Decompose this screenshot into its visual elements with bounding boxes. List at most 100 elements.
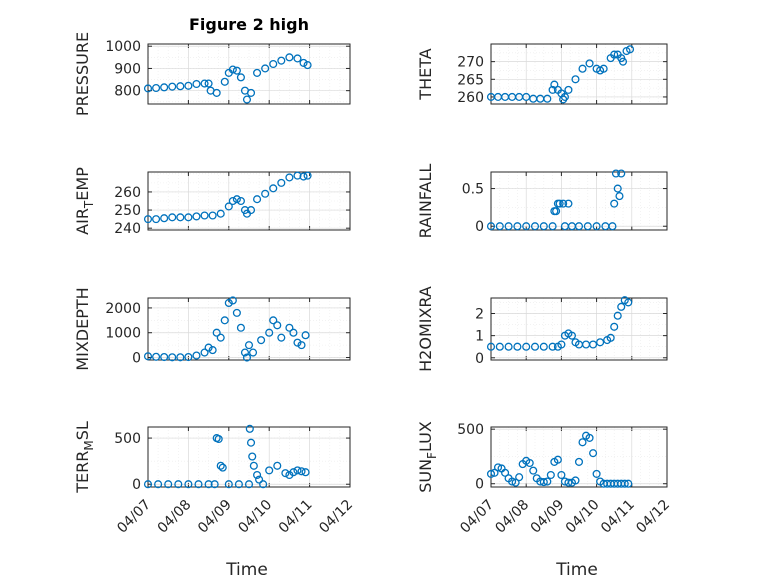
y-tick-label: 900	[114, 61, 141, 77]
axes-border	[490, 426, 668, 488]
y-tick-label: 0	[132, 351, 141, 367]
data-point	[184, 480, 193, 489]
data-point	[224, 480, 233, 489]
y-tick-label: 0.5	[462, 182, 484, 198]
x-axis-label: Time	[555, 560, 598, 580]
data-point	[143, 84, 153, 93]
data-point	[299, 58, 308, 67]
data-point	[154, 480, 163, 489]
data-point	[160, 83, 169, 92]
data-point	[293, 54, 302, 63]
data-point	[522, 342, 531, 351]
data-point	[546, 470, 555, 480]
data-point	[303, 171, 312, 180]
data-point	[228, 65, 237, 74]
data-point	[539, 222, 548, 231]
data-point	[289, 328, 298, 337]
data-point	[265, 466, 274, 475]
data-point	[152, 215, 161, 224]
data-point	[486, 342, 496, 351]
data-point	[285, 173, 294, 182]
data-point	[253, 195, 262, 204]
x-tick-label: 04/08	[492, 497, 532, 537]
data-point	[557, 340, 566, 349]
y-tick-label: 265	[457, 72, 484, 88]
data-point	[511, 478, 520, 487]
data-point	[248, 452, 257, 461]
data-point	[596, 338, 605, 347]
y-tick-label: 500	[457, 422, 484, 438]
data-point	[543, 94, 552, 103]
data-point	[490, 468, 499, 477]
y-tick-label: 500	[114, 431, 141, 447]
data-point	[212, 88, 221, 97]
y-tick-label: 270	[457, 55, 484, 71]
data-point	[236, 196, 245, 206]
data-point	[625, 45, 635, 54]
data-point	[168, 213, 177, 222]
x-tick-label: 04/11	[598, 497, 638, 537]
data-point	[232, 195, 241, 204]
data-point	[495, 222, 504, 231]
data-point	[525, 458, 534, 468]
data-point	[273, 461, 282, 470]
data-point	[611, 169, 621, 178]
data-point	[255, 475, 264, 484]
data-point	[176, 213, 185, 222]
x-tick-label: 04/08	[155, 497, 195, 537]
y-tick-label: 2	[475, 307, 484, 323]
x-tick-label: 04/10	[235, 497, 275, 537]
data-point	[493, 463, 503, 472]
data-point	[293, 466, 302, 475]
subplot-6: 0 1 2 H2OMIXRA	[416, 286, 668, 372]
data-point	[285, 53, 294, 62]
data-point	[245, 424, 254, 433]
axes-border	[490, 43, 668, 105]
data-point	[208, 211, 217, 220]
y-tick-label: 800	[114, 84, 141, 100]
data-point	[495, 342, 504, 351]
data-point	[246, 206, 256, 215]
data-point	[192, 79, 201, 89]
data-point	[589, 449, 598, 458]
data-point	[571, 75, 580, 84]
data-point	[176, 353, 185, 362]
subplot-1: 800 900 1000 PRESSURE Figure 2 high	[73, 15, 351, 116]
data-point	[216, 209, 225, 218]
data-point	[504, 342, 513, 351]
y-tick-label: 250	[114, 203, 141, 219]
data-point	[234, 480, 243, 489]
y-axis-label: H2OMIXRA	[416, 286, 435, 372]
data-point	[615, 192, 624, 201]
data-point	[564, 85, 573, 94]
data-point	[168, 353, 177, 362]
axes-border	[147, 171, 351, 231]
data-point	[552, 207, 561, 216]
data-point	[204, 79, 213, 88]
data-point	[212, 328, 221, 337]
x-tick-label: 04/11	[276, 497, 316, 537]
data-point	[530, 342, 540, 351]
data-point	[592, 222, 601, 231]
data-point	[277, 178, 286, 187]
data-point	[583, 222, 592, 231]
data-point	[610, 199, 619, 208]
data-point	[246, 438, 256, 447]
data-point	[574, 457, 584, 466]
data-point	[249, 461, 258, 470]
data-point	[174, 480, 183, 489]
data-point	[253, 470, 262, 480]
data-point	[618, 57, 628, 66]
y-axis-label: RAINFALL	[416, 164, 435, 239]
data-point	[160, 352, 169, 362]
data-point	[539, 342, 548, 351]
axes-border	[490, 297, 668, 361]
y-tick-label: 1000	[105, 39, 141, 55]
data-point	[585, 59, 594, 68]
data-point	[530, 222, 540, 231]
data-point	[548, 342, 557, 351]
data-point	[529, 466, 538, 475]
data-point	[548, 85, 557, 94]
data-point	[539, 478, 548, 487]
